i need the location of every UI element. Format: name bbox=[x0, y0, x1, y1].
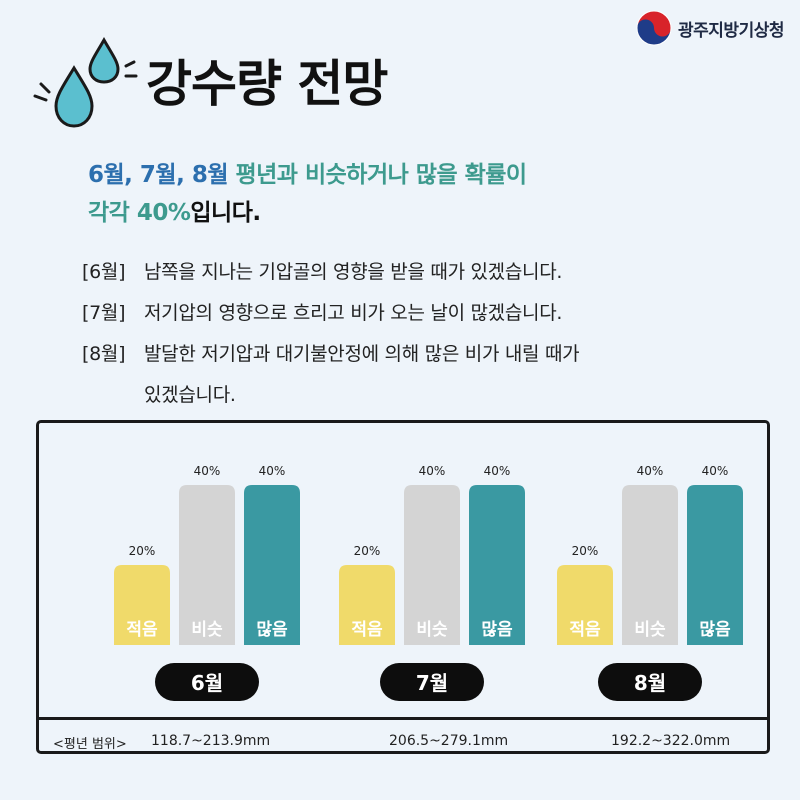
value-label: 40% bbox=[194, 464, 221, 478]
month-pill bbox=[380, 663, 484, 701]
bar-label: 많음 bbox=[699, 620, 731, 640]
bar-적음-6월 bbox=[114, 565, 170, 645]
detail-tag: [8월] bbox=[82, 343, 126, 365]
headline-suffix: 입니다. bbox=[190, 200, 261, 226]
range-label: <평년 범위> bbox=[53, 737, 127, 752]
detail-list: [6월] 남쪽을 지나는 기압골의 영향을 받을 때가 있겠습니다. [7월] … bbox=[82, 252, 580, 416]
detail-tag: [6월] bbox=[82, 261, 126, 283]
range-divider bbox=[39, 717, 767, 720]
detail-text: 저기압의 영향으로 흐리고 비가 오는 날이 많겠습니다. bbox=[144, 302, 563, 324]
taegeuk-icon bbox=[636, 10, 672, 46]
chart-panel: 적음 20% 비슷 40% 많음 40% 6월 적음 20% 비슷 40% 많음 40% 7월 적음 20% 비… bbox=[36, 420, 770, 754]
bar-label: 많음 bbox=[256, 620, 288, 640]
headline-prefix: 각각 bbox=[88, 200, 137, 226]
detail-july: [7월] 저기압의 영향으로 흐리고 비가 오는 날이 많겠습니다. bbox=[82, 293, 579, 334]
bar-label: 적음 bbox=[126, 620, 158, 640]
month-label: 6월 bbox=[191, 671, 223, 695]
value-label: 40% bbox=[259, 464, 286, 478]
bar-chart: 적음 20% 비슷 40% 많음 40% 6월 적음 20% 비슷 40% 많음 40% 7월 적음 20% 비… bbox=[114, 464, 743, 701]
value-label: 40% bbox=[419, 464, 446, 478]
detail-june: [6월] 남쪽을 지나는 기압골의 영향을 받을 때가 있겠습니다. bbox=[82, 252, 579, 293]
bar-비슷-6월 bbox=[179, 485, 235, 645]
bar-많음-8월 bbox=[687, 485, 743, 645]
range-june: 118.7~213.9mm bbox=[151, 733, 271, 749]
detail-text: 남쪽을 지나는 기압골의 영향을 받을 때가 있겠습니다. bbox=[144, 261, 563, 283]
value-label: 40% bbox=[702, 464, 729, 478]
bar-label: 적음 bbox=[351, 620, 383, 640]
detail-august-continued: 있겠습니다. bbox=[144, 384, 236, 406]
value-label: 20% bbox=[572, 544, 599, 558]
month-label: 8월 bbox=[634, 671, 666, 695]
value-label: 40% bbox=[637, 464, 664, 478]
month-pill bbox=[155, 663, 259, 701]
detail-tag: [7월] bbox=[82, 302, 126, 324]
headline-months: 6월, 7월, 8월 bbox=[88, 162, 228, 188]
bar-많음-6월 bbox=[244, 485, 300, 645]
headline: 6월, 7월, 8월 평년과 비슷하거나 많을 확률이 각각 40%입니다. bbox=[88, 156, 527, 232]
value-label: 40% bbox=[484, 464, 511, 478]
month-label: 7월 bbox=[416, 671, 448, 695]
bar-label: 적음 bbox=[569, 620, 601, 640]
bar-많음-7월 bbox=[469, 485, 525, 645]
bar-적음-7월 bbox=[339, 565, 395, 645]
bar-label: 비슷 bbox=[416, 620, 448, 640]
bar-비슷-8월 bbox=[622, 485, 678, 645]
bar-비슷-7월 bbox=[404, 485, 460, 645]
bar-label: 비슷 bbox=[191, 620, 223, 640]
bar-label: 비슷 bbox=[634, 620, 666, 640]
bar-적음-8월 bbox=[557, 565, 613, 645]
agency-name: 광주지방기상청 bbox=[678, 20, 784, 41]
month-pill bbox=[598, 663, 702, 701]
detail-text: 발달한 저기압과 대기불안정에 의해 많은 비가 내릴 때가 bbox=[144, 343, 580, 365]
headline-percent: 40% bbox=[136, 200, 191, 226]
water-drops-icon bbox=[33, 36, 138, 128]
value-label: 20% bbox=[354, 544, 381, 558]
value-label: 20% bbox=[129, 544, 156, 558]
agency-logo: 광주지방기상청 bbox=[636, 10, 784, 46]
detail-august: [8월] 발달한 저기압과 대기불안정에 의해 많은 비가 내릴 때가 bbox=[82, 334, 580, 375]
bar-label: 많음 bbox=[481, 620, 513, 640]
range-august: 192.2~322.0mm bbox=[611, 733, 731, 749]
headline-phrase: 평년과 비슷하거나 많을 확률이 bbox=[227, 162, 527, 188]
range-july: 206.5~279.1mm bbox=[389, 733, 509, 749]
page-title: 강수량 전망 bbox=[146, 55, 388, 113]
